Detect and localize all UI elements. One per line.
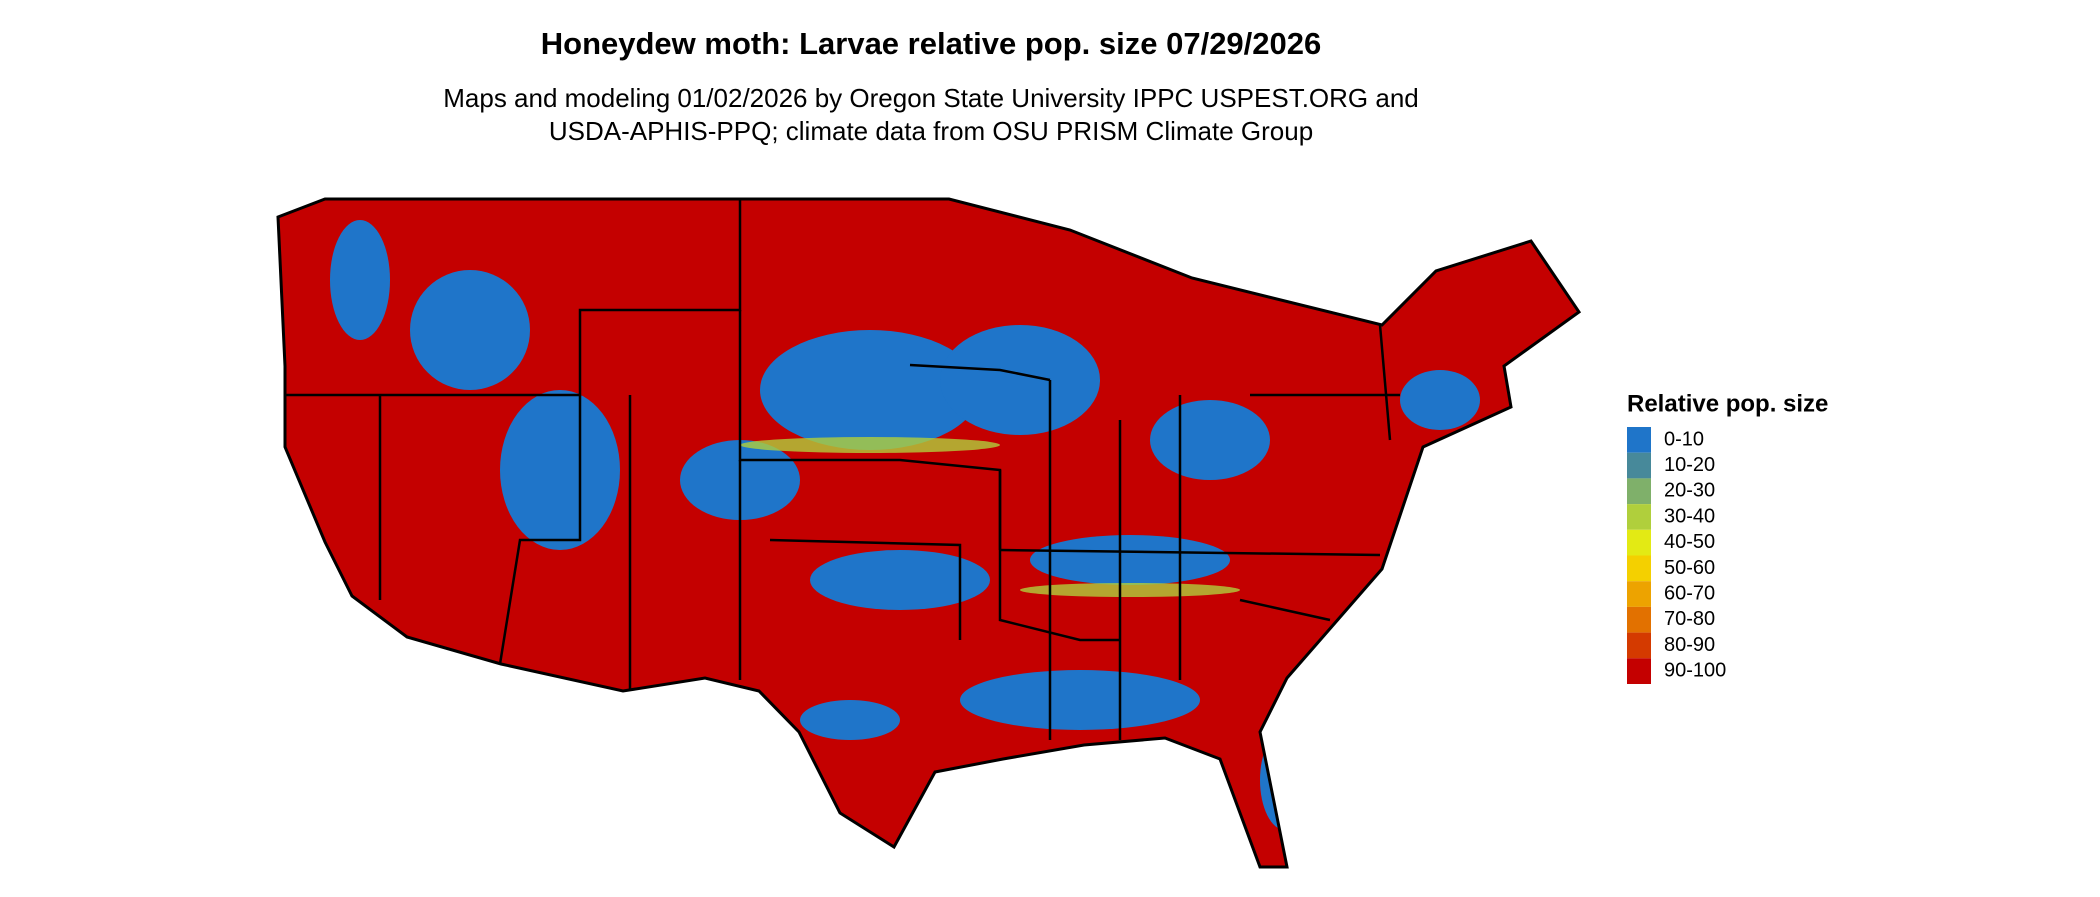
legend-label: 70-80	[1664, 608, 1715, 630]
legend-label: 60-70	[1664, 582, 1715, 604]
legend-label: 20-30	[1664, 480, 1715, 502]
legend-swatch	[1627, 632, 1651, 659]
legend-swatch	[1627, 555, 1651, 582]
legend-label: 40-50	[1664, 531, 1715, 553]
us-outline	[276, 197, 1582, 869]
legend-swatch	[1627, 452, 1651, 479]
legend-swatch	[1627, 504, 1651, 530]
legend-label: 0-10	[1664, 428, 1704, 450]
legend-label: 80-90	[1664, 634, 1715, 656]
legend-label: 30-40	[1664, 505, 1715, 527]
legend-swatch	[1627, 606, 1651, 633]
legend-label: 10-20	[1664, 454, 1715, 476]
state-borders	[285, 199, 1400, 740]
legend: 0-10 10-20 20-30 30-40 40-50 50-60 60-70 70-80 8…	[1627, 427, 1726, 684]
legend-label: 90-100	[1664, 660, 1726, 682]
legend-swatch	[1627, 529, 1651, 556]
legend-swatch	[1627, 427, 1651, 453]
legend-swatch	[1627, 478, 1651, 505]
legend-label: 50-60	[1664, 557, 1715, 579]
legend-swatch	[1627, 658, 1651, 684]
legend-title: Relative pop. size	[1627, 390, 1828, 417]
map-subtitle: USDA-APHIS-PPQ; climate data from OSU PR…	[549, 116, 1313, 146]
map-subtitle: Maps and modeling 01/02/2026 by Oregon S…	[443, 83, 1419, 113]
legend-swatch	[1627, 581, 1651, 607]
map-title: Honeydew moth: Larvae relative pop. size…	[541, 26, 1322, 61]
